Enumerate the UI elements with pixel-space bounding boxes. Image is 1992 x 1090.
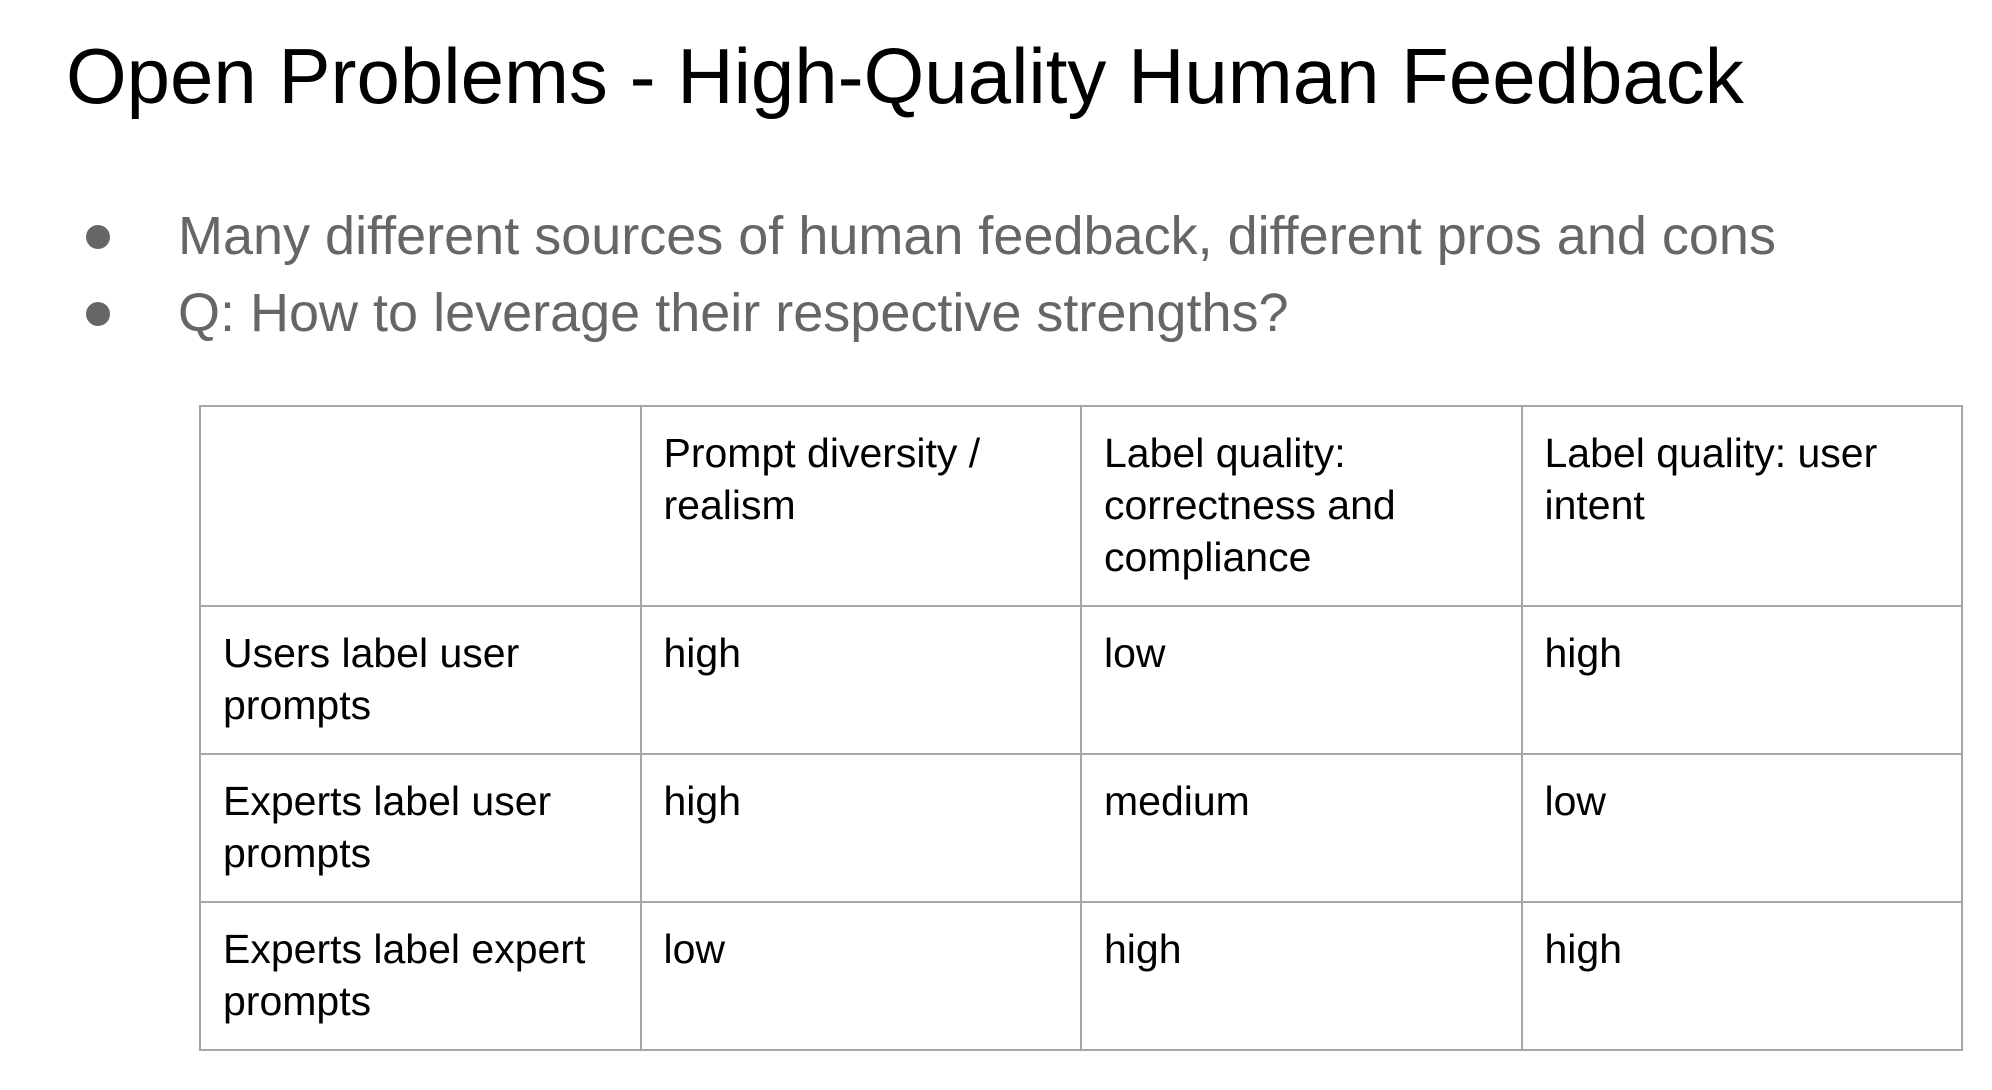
- table-cell: low: [1520, 753, 1963, 903]
- row-label-cell: Experts label expert prompts: [199, 901, 642, 1051]
- table-row: Users label user prompts high low high: [199, 605, 1963, 755]
- table-cell: medium: [1080, 753, 1523, 903]
- bullet-text: Many different sources of human feedback…: [178, 206, 1776, 266]
- table-cell: high: [639, 753, 1082, 903]
- bullet-dot-icon: [86, 225, 110, 249]
- bullet-dot-icon: [86, 302, 110, 326]
- table-cell: low: [639, 901, 1082, 1051]
- table-header-cell: Label quality: correctness and complianc…: [1080, 405, 1523, 607]
- table-header-cell: Label quality: user intent: [1520, 405, 1963, 607]
- table-cell: high: [1520, 901, 1963, 1051]
- feedback-comparison-table: Prompt diversity / realism Label quality…: [199, 405, 1963, 1051]
- table-header-row: Prompt diversity / realism Label quality…: [199, 405, 1963, 607]
- table-row: Experts label user prompts high medium l…: [199, 753, 1963, 903]
- table-header-cell-empty: [199, 405, 642, 607]
- table-row: Experts label expert prompts low high hi…: [199, 901, 1963, 1051]
- table-header-cell: Prompt diversity / realism: [639, 405, 1082, 607]
- table-cell: low: [1080, 605, 1523, 755]
- row-label-cell: Experts label user prompts: [199, 753, 642, 903]
- table-cell: high: [1080, 901, 1523, 1051]
- table-cell: high: [1520, 605, 1963, 755]
- row-label-cell: Users label user prompts: [199, 605, 642, 755]
- bullet-text: Q: How to leverage their respective stre…: [178, 283, 1289, 343]
- table-cell: high: [639, 605, 1082, 755]
- slide-title: Open Problems - High-Quality Human Feedb…: [66, 32, 1744, 120]
